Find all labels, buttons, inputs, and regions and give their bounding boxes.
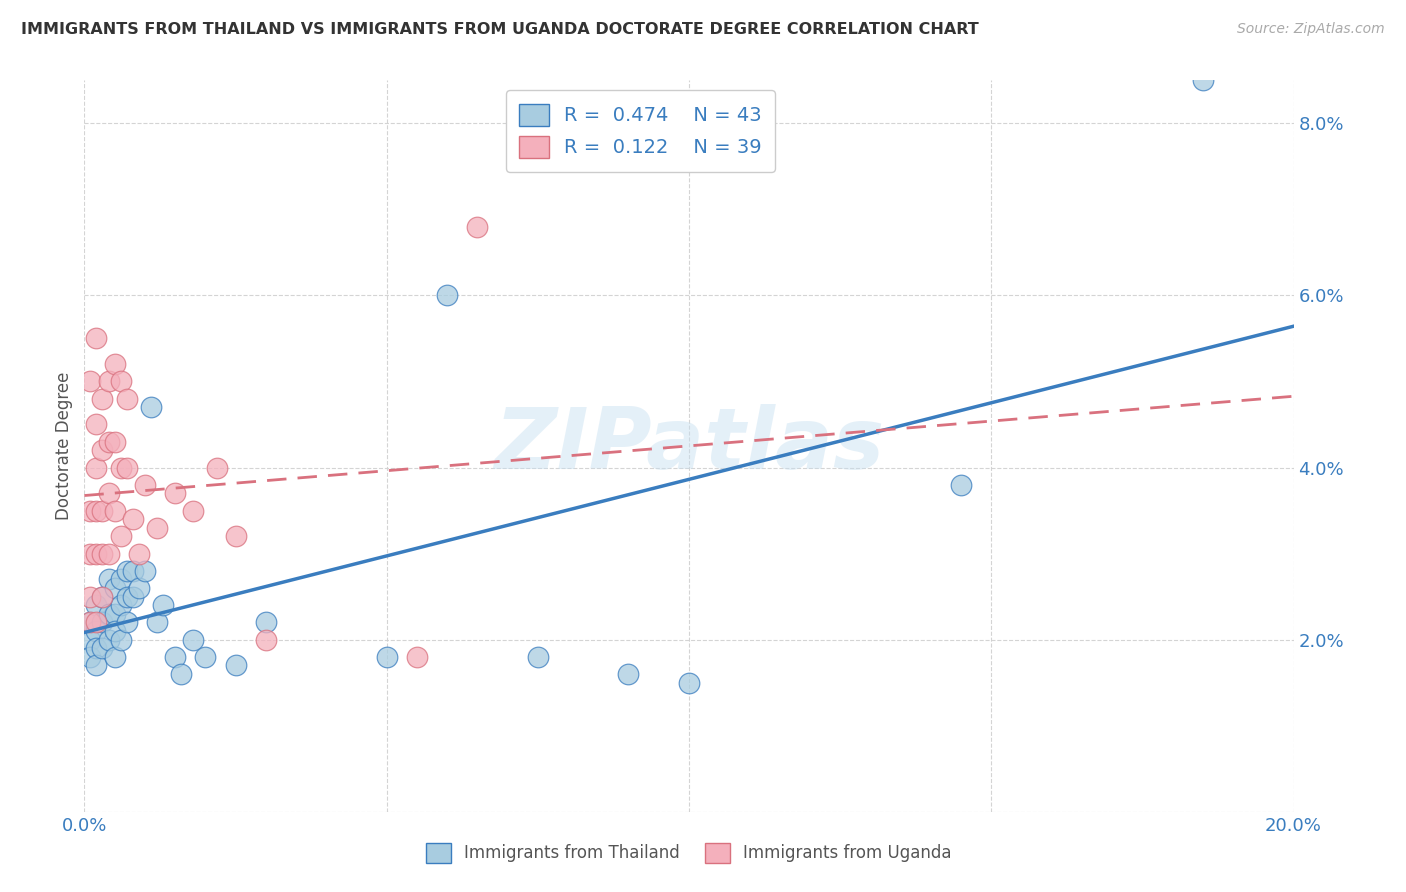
Point: [91, 392, 114, 406]
Point: [254, 632, 277, 647]
Point: [97, 434, 120, 449]
Point: [115, 460, 138, 475]
Point: [128, 581, 150, 595]
Point: [163, 486, 186, 500]
Point: [79, 632, 101, 647]
Point: [225, 529, 247, 543]
Point: [104, 649, 127, 664]
Point: [91, 615, 114, 630]
Point: [110, 598, 132, 612]
Point: [115, 392, 138, 406]
Point: [79, 503, 101, 517]
Point: [86, 417, 108, 432]
Point: [104, 581, 127, 595]
Point: [170, 667, 193, 681]
Point: [128, 547, 150, 561]
Point: [207, 460, 229, 475]
Point: [1191, 73, 1213, 87]
Point: [104, 607, 127, 621]
Point: [181, 503, 204, 517]
Text: Source: ZipAtlas.com: Source: ZipAtlas.com: [1237, 22, 1385, 37]
Point: [97, 573, 120, 587]
Point: [134, 564, 156, 578]
Point: [110, 632, 132, 647]
Point: [86, 615, 108, 630]
Point: [152, 598, 174, 612]
Point: [406, 649, 429, 664]
Point: [86, 503, 108, 517]
Point: [110, 375, 132, 389]
Point: [86, 598, 108, 612]
Point: [91, 547, 114, 561]
Point: [115, 564, 138, 578]
Point: [526, 649, 548, 664]
Point: [134, 477, 156, 491]
Point: [86, 641, 108, 656]
Point: [104, 357, 127, 371]
Point: [225, 658, 247, 673]
Point: [91, 641, 114, 656]
Point: [91, 590, 114, 604]
Point: [79, 649, 101, 664]
Point: [86, 547, 108, 561]
Point: [91, 443, 114, 458]
Point: [104, 624, 127, 638]
Text: ZIPatlas: ZIPatlas: [494, 404, 884, 488]
Point: [121, 590, 143, 604]
Point: [97, 375, 120, 389]
Point: [467, 219, 489, 234]
Point: [91, 590, 114, 604]
Point: [86, 460, 108, 475]
Point: [121, 512, 143, 526]
Legend: Immigrants from Thailand, Immigrants from Uganda: Immigrants from Thailand, Immigrants fro…: [419, 837, 959, 869]
Point: [86, 658, 108, 673]
Point: [436, 288, 458, 302]
Point: [79, 615, 101, 630]
Point: [115, 615, 138, 630]
Point: [79, 375, 101, 389]
Point: [194, 649, 217, 664]
Point: [110, 529, 132, 543]
Point: [115, 590, 138, 604]
Point: [146, 521, 169, 535]
Point: [375, 649, 398, 664]
Y-axis label: Doctorate Degree: Doctorate Degree: [55, 372, 73, 520]
Point: [110, 460, 132, 475]
Point: [104, 503, 127, 517]
Point: [163, 649, 186, 664]
Point: [181, 632, 204, 647]
Point: [79, 590, 101, 604]
Point: [79, 547, 101, 561]
Point: [617, 667, 640, 681]
Point: [91, 503, 114, 517]
Point: [254, 615, 277, 630]
Point: [97, 607, 120, 621]
Point: [97, 547, 120, 561]
Point: [110, 573, 132, 587]
Point: [79, 615, 101, 630]
Point: [86, 331, 108, 345]
Point: [97, 632, 120, 647]
Point: [121, 564, 143, 578]
Text: IMMIGRANTS FROM THAILAND VS IMMIGRANTS FROM UGANDA DOCTORATE DEGREE CORRELATION : IMMIGRANTS FROM THAILAND VS IMMIGRANTS F…: [21, 22, 979, 37]
Point: [97, 486, 120, 500]
Point: [139, 401, 162, 415]
Point: [678, 675, 700, 690]
Point: [146, 615, 169, 630]
Point: [104, 434, 127, 449]
Point: [86, 624, 108, 638]
Point: [950, 477, 973, 491]
